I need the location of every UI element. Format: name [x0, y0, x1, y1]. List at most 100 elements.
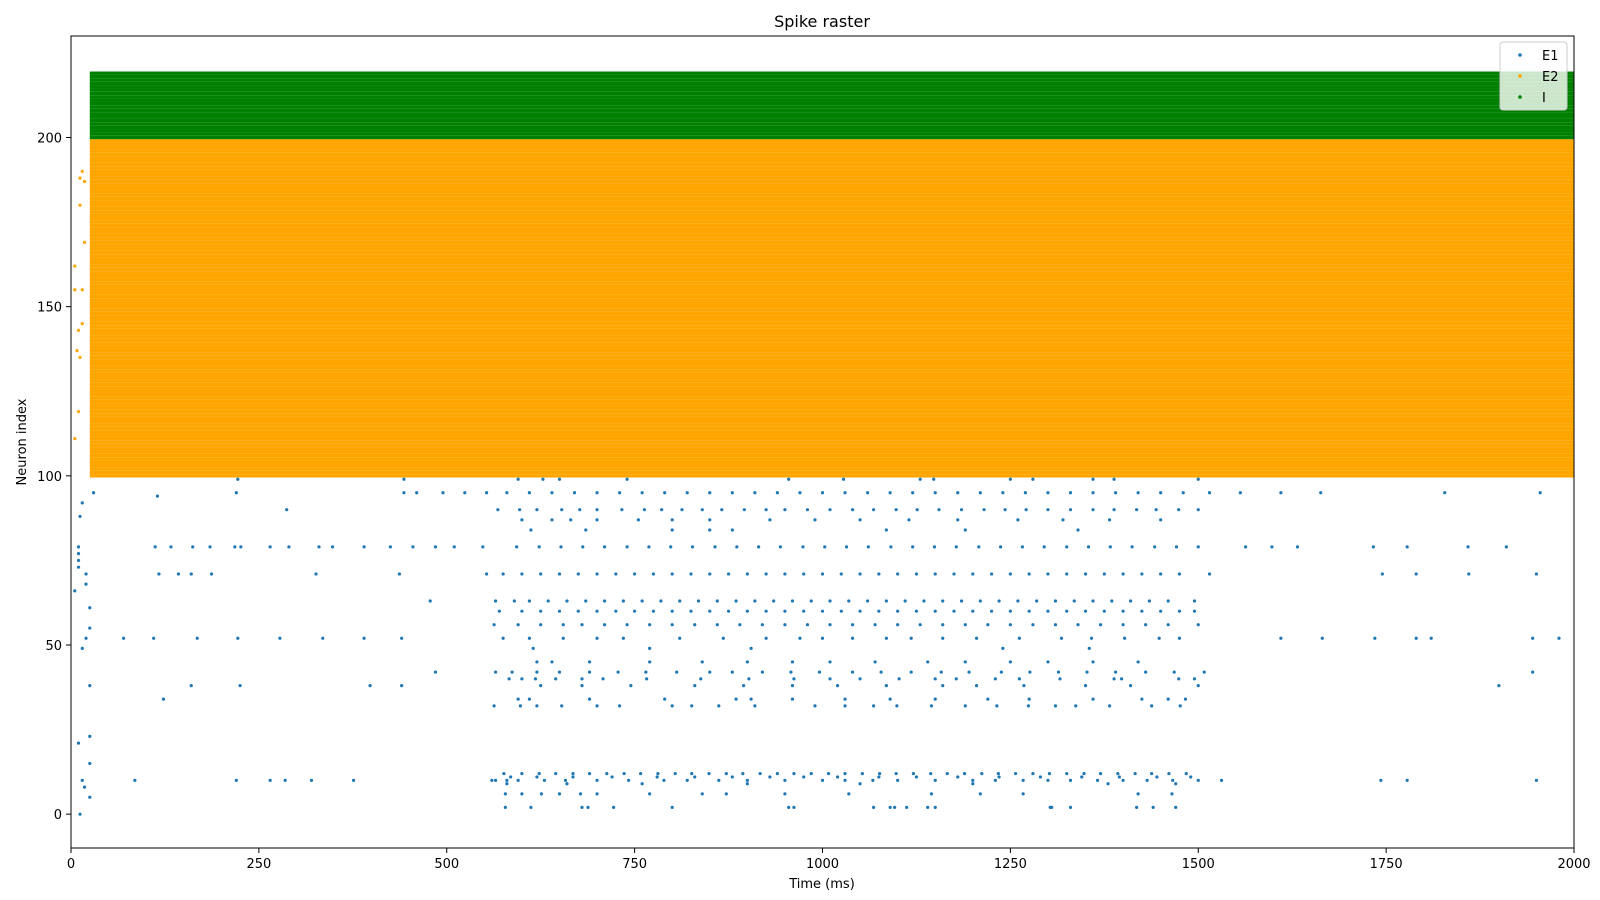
spike-point: [82, 785, 87, 789]
spike-train-row: [89, 142, 1574, 146]
spike-point: [693, 623, 697, 627]
spike-point: [783, 508, 787, 512]
spike-point: [1001, 491, 1005, 495]
spike-point: [622, 771, 626, 776]
spike-point: [828, 508, 832, 512]
spike-point: [708, 670, 712, 674]
spike-train-row: [89, 257, 1574, 261]
spike-train-row: [89, 122, 1574, 126]
spike-point: [76, 552, 81, 556]
spike-point: [1174, 805, 1178, 810]
spike-point: [586, 805, 590, 810]
spike-point: [989, 572, 994, 576]
spike-point: [884, 684, 888, 688]
spike-point: [1112, 677, 1116, 681]
spike-point: [91, 491, 96, 495]
spike-point: [557, 670, 562, 674]
spike-point: [1178, 704, 1182, 708]
spike-point: [501, 636, 505, 640]
spike-point: [627, 778, 631, 782]
spike-point: [1174, 782, 1178, 786]
spike-train-row: [89, 162, 1574, 167]
spike-point: [1089, 636, 1094, 640]
spike-point: [80, 646, 84, 650]
spike-point: [520, 572, 524, 576]
spike-point: [516, 778, 520, 782]
spike-point: [888, 805, 892, 810]
spike-train-row: [89, 453, 1574, 458]
spike-point: [802, 775, 806, 779]
spike-point: [758, 771, 762, 776]
spike-train-row: [89, 118, 1574, 123]
spike-point: [1027, 572, 1031, 576]
spike-point: [896, 572, 900, 576]
spike-train-row: [89, 186, 1574, 190]
spike-point: [1123, 636, 1127, 640]
spike-point: [977, 545, 981, 549]
spike-point: [571, 775, 575, 779]
spike-point: [1031, 477, 1035, 481]
spike-point: [922, 599, 926, 603]
spike-point: [88, 761, 92, 766]
spike-point: [1038, 775, 1043, 779]
spike-point: [897, 677, 901, 681]
spike-point: [715, 623, 719, 627]
spike-point: [640, 491, 644, 495]
spike-point: [783, 778, 787, 782]
spike-point: [783, 792, 787, 796]
spike-point: [95, 149, 99, 153]
spike-train-row: [89, 200, 1574, 204]
spike-train-row: [89, 463, 1574, 468]
spike-point: [872, 805, 876, 810]
spike-train-row: [89, 271, 1574, 275]
spike-point: [843, 697, 847, 701]
spike-point: [693, 775, 697, 779]
spike-train-row: [89, 379, 1574, 383]
spike-train-row: [89, 217, 1574, 221]
spike-point: [915, 508, 919, 512]
spike-point: [670, 572, 674, 576]
spike-point: [602, 623, 607, 627]
spike-point: [330, 545, 335, 549]
spike-point: [497, 609, 501, 613]
spike-train-row: [89, 304, 1574, 309]
spike-point: [1135, 508, 1139, 512]
spike-point: [670, 704, 674, 708]
spike-train-row: [89, 318, 1574, 322]
spike-point: [1068, 508, 1073, 512]
spike-point: [640, 599, 644, 603]
spike-train-row: [89, 125, 1574, 130]
spike-point: [239, 545, 243, 549]
spike-point: [974, 684, 979, 688]
spike-point: [1155, 775, 1159, 779]
x-tick-label: 2000: [1557, 857, 1590, 872]
spike-point: [835, 775, 840, 779]
spike-point: [741, 684, 746, 688]
spike-point: [309, 778, 314, 782]
spike-point: [971, 609, 975, 613]
spike-point: [903, 599, 907, 603]
spike-train-row: [89, 332, 1574, 336]
spike-point: [685, 491, 689, 495]
spike-point: [1380, 572, 1384, 576]
spike-train-row: [89, 433, 1574, 437]
spike-point: [1171, 778, 1175, 782]
spike-point: [1110, 599, 1114, 603]
spike-point: [88, 606, 92, 610]
spike-point: [80, 321, 84, 326]
spike-point: [527, 491, 532, 495]
spike-point: [1140, 572, 1144, 576]
spike-point: [452, 545, 456, 549]
spike-point: [493, 778, 498, 782]
spike-point: [1076, 528, 1080, 532]
spike-point: [1014, 771, 1018, 776]
spike-point: [78, 355, 82, 360]
spike-point: [742, 508, 746, 512]
spike-point: [933, 805, 937, 810]
spike-train-row: [89, 169, 1574, 174]
spike-point: [1174, 545, 1179, 549]
spike-point: [753, 704, 757, 708]
spike-point: [775, 771, 780, 776]
spike-point: [963, 528, 967, 532]
